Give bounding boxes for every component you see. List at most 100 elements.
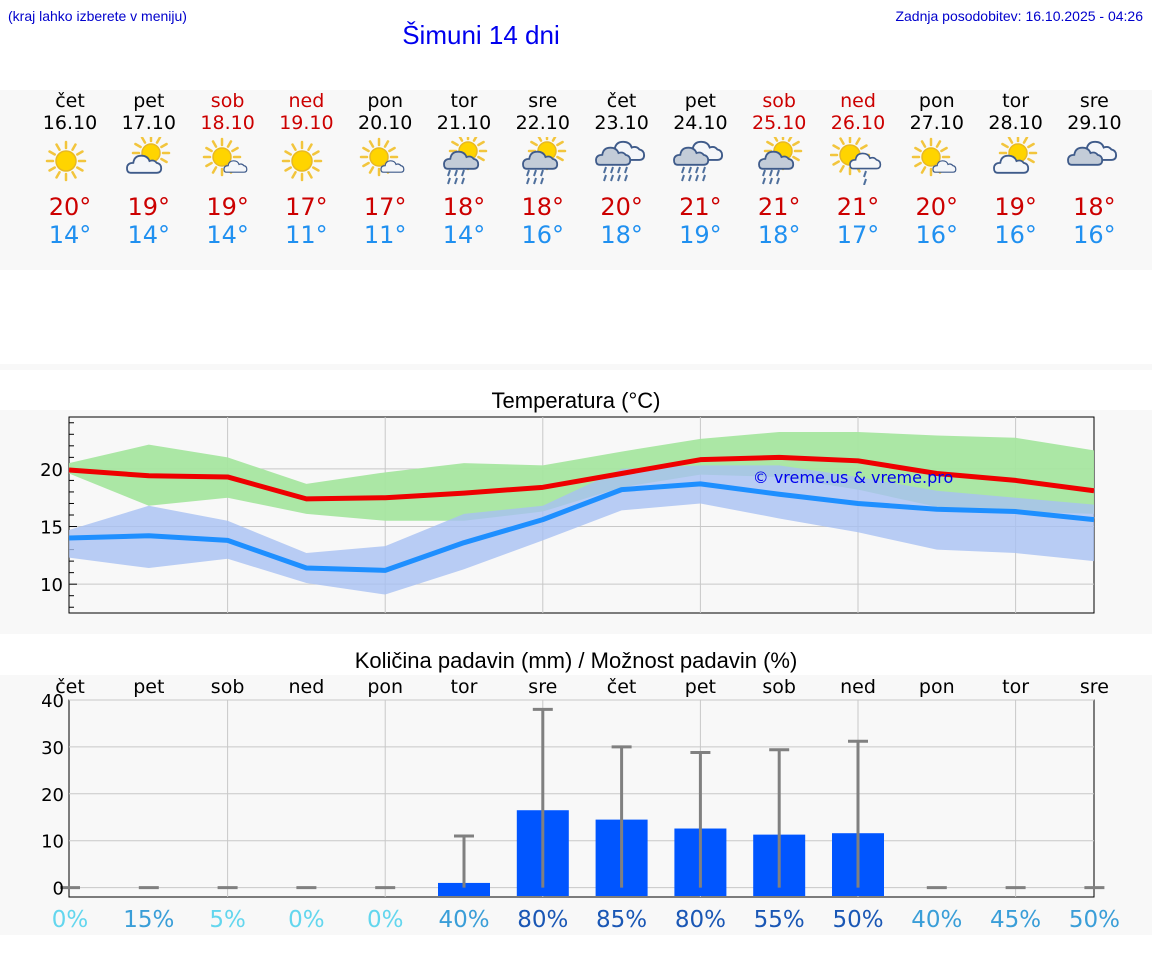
day-column: sre 22.10 18° 16° xyxy=(503,90,583,249)
day-max-temp: 18° xyxy=(442,193,486,221)
sun-cloud-rain-icon xyxy=(515,131,571,185)
day-min-temp: 18° xyxy=(757,221,801,249)
day-name: ned xyxy=(840,90,876,112)
y-tick-label: 10 xyxy=(41,832,64,853)
cloud-rain-icon xyxy=(594,137,650,185)
day-date: 27.10 xyxy=(909,112,964,134)
day-name: pon xyxy=(918,90,955,112)
day-min-temp: 14° xyxy=(127,221,171,249)
sun-small-cloud-icon xyxy=(200,137,256,185)
day-column: tor 28.10 19° 16° xyxy=(976,90,1056,249)
day-min-temp: 14° xyxy=(442,221,486,249)
day-min-temp: 19° xyxy=(679,221,722,249)
y-tick-label: 15 xyxy=(40,518,63,539)
day-min-temp: 16° xyxy=(1073,221,1116,249)
day-column: pon 20.10 17° 11° xyxy=(345,90,425,249)
day-min-temp: 18° xyxy=(600,221,643,249)
day-column: ned 19.10 17° 11° xyxy=(266,90,346,249)
sun-cloud-icon xyxy=(988,133,1044,185)
page-title: Šimuni 14 dni xyxy=(402,20,560,50)
day-name: pon xyxy=(367,90,404,112)
day-column: tor 21.10 18° 14° xyxy=(424,90,504,249)
x-tick-label: sob xyxy=(762,676,796,698)
x-tick-label: sob xyxy=(211,676,245,698)
day-max-temp: 17° xyxy=(285,193,328,221)
day-column: čet 23.10 20° 18° xyxy=(582,90,662,249)
x-tick-label: tor xyxy=(1002,676,1029,698)
precipitation-probability: 5% xyxy=(209,907,246,933)
day-name: tor xyxy=(450,90,478,112)
day-column: pon 27.10 20° 16° xyxy=(897,90,977,249)
day-name: sre xyxy=(528,90,558,112)
x-tick-label: ned xyxy=(289,676,325,698)
temperature-chart: 10 15 20 © vreme.us & vreme.pro xyxy=(40,416,1095,614)
day-max-temp: 19° xyxy=(127,193,171,221)
day-max-temp: 21° xyxy=(836,193,880,221)
max-temp-line xyxy=(68,454,1095,502)
x-tick-label: čet xyxy=(55,676,85,698)
x-tick-label: sre xyxy=(1080,676,1109,698)
day-date: 26.10 xyxy=(830,112,886,134)
day-min-temp: 14° xyxy=(48,221,92,249)
precipitation-probability: 0% xyxy=(52,907,89,933)
y-tick-label: 0 xyxy=(53,879,64,900)
y-tick-label: 20 xyxy=(40,460,63,481)
precipitation-probability: 50% xyxy=(832,907,883,933)
day-date: 22.10 xyxy=(515,112,570,134)
day-max-temp: 19° xyxy=(206,193,249,221)
x-tick-label: čet xyxy=(607,676,637,698)
day-date: 17.10 xyxy=(121,112,176,134)
precipitation-probability: 0% xyxy=(367,907,404,933)
x-tick-label: tor xyxy=(451,676,478,698)
precipitation-probability: 50% xyxy=(1069,907,1120,933)
day-column: pet 17.10 19° 14° xyxy=(109,90,189,249)
sun-cloud-rain-icon xyxy=(751,131,807,185)
precipitation-probability: 40% xyxy=(911,907,962,933)
precipitation-chart-title: Količina padavin (mm) / Možnost padavin … xyxy=(354,648,798,673)
precipitation-probability: 85% xyxy=(596,907,647,933)
plot-area xyxy=(68,699,1095,898)
day-max-temp: 17° xyxy=(363,193,407,221)
watermark: © vreme.us & vreme.pro xyxy=(753,468,954,487)
day-max-temp: 18° xyxy=(1073,193,1116,221)
x-tick-label: sre xyxy=(528,676,557,698)
day-date: 18.10 xyxy=(200,112,255,134)
y-tick-label: 30 xyxy=(41,738,64,759)
menu-hint-link[interactable]: (kraj lahko izberete v meniju) xyxy=(8,8,187,24)
day-max-temp: 20° xyxy=(600,193,643,221)
day-max-temp: 20° xyxy=(48,193,92,221)
x-tick-label: pon xyxy=(919,676,955,698)
day-min-temp: 16° xyxy=(521,221,565,249)
day-name: čet xyxy=(606,90,637,112)
day-column: sob 25.10 21° 18° xyxy=(739,90,819,249)
sun-icon xyxy=(278,137,334,185)
day-date: 16.10 xyxy=(42,112,98,134)
precipitation-probability: 55% xyxy=(754,907,805,933)
separator-band xyxy=(0,364,1152,370)
day-min-temp: 17° xyxy=(836,221,880,249)
sun-cloud-icon xyxy=(121,133,177,185)
day-date: 21.10 xyxy=(436,112,492,134)
day-name: čet xyxy=(55,90,85,112)
day-column: sob 18.10 19° 14° xyxy=(188,90,268,249)
x-tick-label: ned xyxy=(840,676,876,698)
day-column: sre 29.10 18° 16° xyxy=(1054,90,1134,249)
day-min-temp: 16° xyxy=(915,221,959,249)
x-tick-label: pet xyxy=(685,676,716,698)
day-column: čet 16.10 20° 14° xyxy=(30,90,110,249)
day-name: pet xyxy=(133,90,165,112)
day-max-temp: 21° xyxy=(757,193,801,221)
sun-cloud-light-rain-icon xyxy=(829,134,886,186)
last-update-text: Zadnja posodobitev: 16.10.2025 - 04:26 xyxy=(895,8,1143,24)
day-column: pet 24.10 21° 19° xyxy=(660,90,740,249)
day-date: 20.10 xyxy=(357,112,413,134)
x-tick-label: pet xyxy=(133,676,164,698)
day-min-temp: 16° xyxy=(994,221,1037,249)
sun-icon xyxy=(42,137,98,185)
day-min-temp: 11° xyxy=(363,221,407,249)
precipitation-probability: 80% xyxy=(675,907,726,933)
day-name: sre xyxy=(1079,90,1109,112)
day-name: ned xyxy=(288,90,325,112)
y-tick-label: 10 xyxy=(40,575,63,596)
forecast-strip xyxy=(0,90,1152,270)
